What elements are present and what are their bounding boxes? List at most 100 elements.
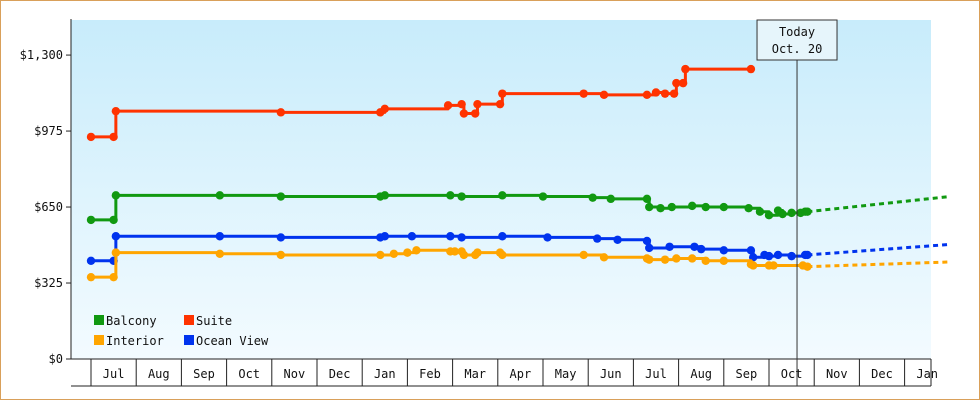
legend-swatch bbox=[94, 335, 104, 345]
legend-label: Ocean View bbox=[196, 334, 269, 348]
legend-label: Balcony bbox=[106, 314, 157, 328]
data-point bbox=[111, 191, 121, 200]
data-point bbox=[457, 192, 466, 201]
data-point bbox=[803, 262, 812, 271]
data-point bbox=[660, 89, 670, 98]
data-point bbox=[690, 242, 699, 251]
data-point bbox=[498, 191, 507, 200]
data-point bbox=[457, 233, 466, 242]
data-point bbox=[667, 202, 677, 212]
x-tick-label: Jan bbox=[374, 367, 396, 381]
forecast-line bbox=[807, 260, 950, 269]
today-date-label: Oct. 20 bbox=[772, 42, 823, 56]
data-point bbox=[376, 250, 385, 260]
data-point bbox=[669, 89, 679, 98]
data-point bbox=[701, 202, 710, 212]
data-point bbox=[719, 256, 728, 266]
data-point bbox=[681, 64, 690, 74]
legend-swatch bbox=[184, 335, 194, 345]
data-point bbox=[687, 201, 697, 211]
x-tick-label: Nov bbox=[826, 367, 848, 381]
data-point bbox=[412, 246, 421, 255]
x-tick-label: Oct bbox=[781, 367, 803, 381]
data-point bbox=[744, 204, 753, 213]
data-point bbox=[109, 132, 118, 142]
data-point bbox=[642, 194, 652, 204]
legend-label: Interior bbox=[106, 334, 164, 348]
x-tick-label: Aug bbox=[690, 367, 712, 381]
data-point bbox=[697, 244, 706, 254]
data-point bbox=[446, 232, 455, 241]
x-tick-label: Oct bbox=[238, 367, 260, 381]
plot-background bbox=[71, 20, 931, 359]
data-point bbox=[109, 272, 118, 282]
data-point bbox=[687, 254, 697, 263]
data-point bbox=[746, 246, 756, 255]
data-point bbox=[457, 99, 466, 109]
data-point bbox=[642, 90, 652, 100]
forecast-line bbox=[807, 242, 950, 257]
legend-swatch bbox=[184, 315, 194, 325]
data-point bbox=[86, 132, 96, 142]
data-point bbox=[593, 234, 602, 243]
data-point bbox=[276, 192, 286, 201]
data-point bbox=[606, 194, 615, 204]
data-point bbox=[642, 236, 652, 246]
data-point bbox=[645, 255, 654, 264]
legend-label: Suite bbox=[196, 314, 232, 328]
series-ocean-view bbox=[86, 232, 950, 266]
data-point bbox=[276, 250, 286, 260]
data-point bbox=[459, 109, 469, 118]
data-point bbox=[755, 207, 765, 216]
x-tick-label: Sep bbox=[736, 367, 758, 381]
data-point bbox=[645, 243, 654, 253]
x-tick-label: Sep bbox=[193, 367, 215, 381]
data-point bbox=[543, 233, 552, 242]
data-point bbox=[773, 250, 783, 260]
data-point bbox=[719, 246, 728, 255]
data-point bbox=[111, 106, 121, 116]
today-box bbox=[756, 19, 838, 61]
data-point bbox=[746, 64, 756, 74]
series-balcony bbox=[86, 191, 950, 225]
x-tick-label: Jul bbox=[103, 367, 125, 381]
data-point bbox=[215, 191, 225, 200]
data-point bbox=[672, 78, 681, 88]
data-point bbox=[86, 272, 96, 282]
data-point bbox=[672, 254, 681, 263]
series-interior bbox=[86, 246, 950, 282]
x-tick-label: Mar bbox=[464, 367, 486, 381]
data-point bbox=[459, 250, 469, 260]
y-tick-label: $0 bbox=[49, 352, 63, 366]
data-point bbox=[109, 215, 118, 225]
data-point bbox=[803, 250, 812, 260]
data-point bbox=[276, 108, 286, 117]
data-point bbox=[498, 89, 507, 98]
data-point bbox=[588, 193, 597, 202]
forecast-line bbox=[807, 195, 950, 214]
data-point bbox=[660, 255, 670, 264]
x-tick-label: Dec bbox=[329, 367, 351, 381]
y-tick-label: $975 bbox=[34, 124, 63, 138]
x-tick-label: Jul bbox=[645, 367, 667, 381]
x-tick-label: Jun bbox=[600, 367, 622, 381]
data-point bbox=[645, 202, 654, 212]
x-tick-label: May bbox=[555, 367, 577, 381]
data-point bbox=[787, 208, 796, 218]
data-point bbox=[389, 249, 399, 258]
data-point bbox=[215, 232, 225, 241]
x-tick-label: Jan bbox=[916, 367, 938, 381]
data-point bbox=[276, 233, 286, 242]
x-tick-label: Dec bbox=[871, 367, 893, 381]
data-point bbox=[380, 191, 389, 200]
data-point bbox=[215, 249, 225, 258]
data-point bbox=[111, 232, 121, 241]
series-suite bbox=[86, 64, 756, 142]
y-tick-label: $650 bbox=[34, 200, 63, 214]
data-point bbox=[473, 99, 482, 109]
data-point bbox=[769, 261, 778, 270]
data-point bbox=[86, 256, 96, 266]
data-point bbox=[678, 78, 688, 88]
data-point bbox=[599, 90, 609, 100]
